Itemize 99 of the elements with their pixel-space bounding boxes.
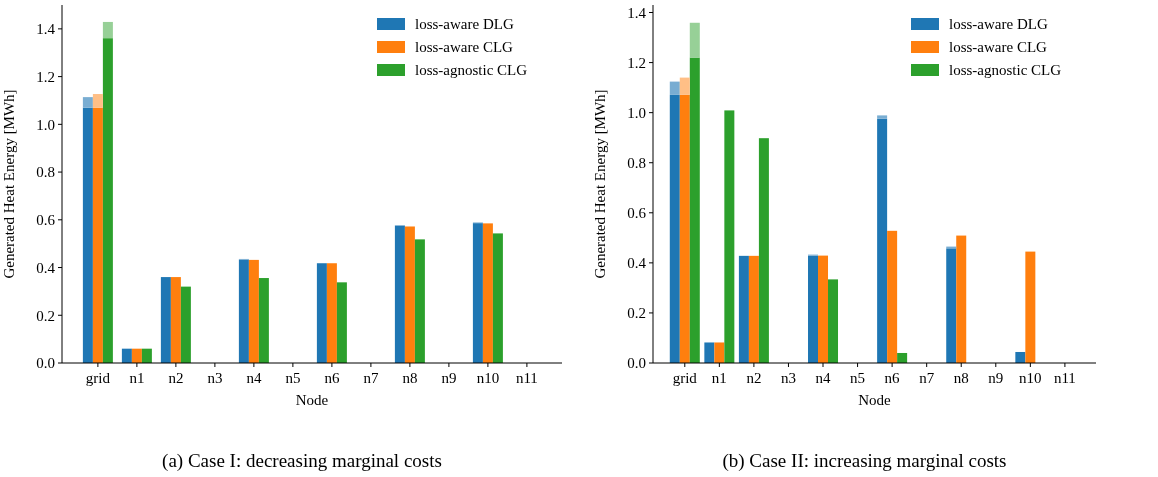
bar xyxy=(758,138,769,363)
legend-label: loss-aware CLG xyxy=(949,39,1048,56)
bar xyxy=(258,278,269,363)
bar xyxy=(748,255,759,363)
y-tick-label: 1.2 xyxy=(36,68,55,85)
bar xyxy=(704,342,715,363)
x-tick-label: n5 xyxy=(285,370,301,386)
y-tick-label: 0.4 xyxy=(36,259,56,276)
bar xyxy=(818,255,829,363)
bar xyxy=(394,225,405,363)
y-tick-label: 0.6 xyxy=(627,205,647,222)
bar xyxy=(877,115,888,119)
x-tick-label: n6 xyxy=(884,370,901,386)
x-tick-label: n11 xyxy=(1053,370,1076,386)
x-tick-label: n1 xyxy=(711,370,727,386)
x-tick-label: n2 xyxy=(746,370,762,386)
y-tick-label: 0.0 xyxy=(627,355,646,372)
y-tick-label: 1.2 xyxy=(627,54,646,71)
y-tick-label: 0.8 xyxy=(627,154,646,171)
x-tick-label: n7 xyxy=(363,370,379,386)
bar xyxy=(669,81,680,95)
y-tick-label: 1.0 xyxy=(627,104,646,121)
y-axis-title: Generated Heat Energy [MWh] xyxy=(1,89,17,279)
bar xyxy=(248,259,259,363)
bar xyxy=(316,263,327,363)
x-tick-label: n8 xyxy=(402,370,418,386)
y-tick-label: 0.0 xyxy=(36,355,55,372)
legend-label: loss-aware DLG xyxy=(949,16,1048,33)
bar xyxy=(946,248,957,363)
bar xyxy=(141,348,152,363)
bar xyxy=(131,348,142,363)
legend-label: loss-aware CLG xyxy=(415,39,514,56)
y-axis-title: Generated Heat Energy [MWh] xyxy=(592,89,608,279)
x-tick-label: n11 xyxy=(515,370,538,386)
bar xyxy=(1025,251,1036,363)
x-axis-title: Node xyxy=(295,392,329,408)
bar xyxy=(897,352,908,363)
x-tick-label: n10 xyxy=(1019,370,1042,386)
bar xyxy=(82,97,93,108)
bar xyxy=(414,239,425,363)
bar xyxy=(724,110,735,363)
y-tick-label: 1.4 xyxy=(627,4,647,21)
y-tick-label: 1.0 xyxy=(36,116,55,133)
bar xyxy=(492,233,503,363)
y-tick-label: 0.6 xyxy=(36,212,56,229)
bar xyxy=(102,38,113,363)
y-tick-label: 0.4 xyxy=(627,255,647,272)
bar xyxy=(472,223,483,363)
text: (b) Case II: increasing marginal costs xyxy=(722,450,1007,472)
bar xyxy=(808,255,819,363)
y-tick-label: 0.8 xyxy=(36,164,55,181)
x-tick-label: grid xyxy=(85,370,111,386)
bar xyxy=(738,255,749,363)
bar xyxy=(689,57,700,363)
bar xyxy=(679,77,690,95)
bar xyxy=(482,223,493,363)
bar xyxy=(689,22,700,58)
x-tick-label: n9 xyxy=(988,370,1004,386)
bar xyxy=(92,94,103,108)
x-tick-label: n9 xyxy=(441,370,457,386)
bar xyxy=(326,263,337,363)
bar xyxy=(669,94,680,363)
bar xyxy=(121,348,132,363)
x-tick-label: n6 xyxy=(324,370,340,386)
bar xyxy=(160,277,171,363)
bar xyxy=(180,286,191,363)
legend-label: loss-aware DLG xyxy=(415,16,514,33)
bar xyxy=(238,259,249,363)
x-tick-label: n3 xyxy=(207,370,223,386)
y-tick-label: 0.2 xyxy=(36,307,55,324)
bar xyxy=(828,279,839,363)
y-tick-label: 0.2 xyxy=(627,305,646,322)
bar xyxy=(336,282,347,363)
bar xyxy=(714,342,725,363)
x-tick-label: n5 xyxy=(850,370,866,386)
x-axis-title: Node xyxy=(858,392,892,408)
text: (a) Case I: decreasing marginal costs xyxy=(162,450,442,472)
bar xyxy=(679,94,690,363)
x-tick-label: n4 xyxy=(246,370,262,386)
x-tick-label: n2 xyxy=(168,370,184,386)
bar xyxy=(102,21,113,39)
bar xyxy=(404,226,415,363)
bar xyxy=(877,118,888,363)
bar xyxy=(956,235,967,363)
x-tick-label: n8 xyxy=(953,370,969,386)
x-tick-label: grid xyxy=(672,370,698,386)
x-tick-label: n1 xyxy=(129,370,145,386)
bar xyxy=(887,230,898,363)
bar xyxy=(170,277,181,363)
x-tick-label: n7 xyxy=(919,370,935,386)
x-tick-label: n3 xyxy=(780,370,796,386)
y-tick-label: 1.4 xyxy=(36,21,56,38)
x-tick-label: n10 xyxy=(476,370,500,386)
x-tick-label: n4 xyxy=(815,370,832,386)
bar xyxy=(82,107,93,363)
legend-label: loss-agnostic CLG xyxy=(415,62,528,79)
legend-label: loss-agnostic CLG xyxy=(949,62,1062,79)
bar xyxy=(92,107,103,363)
bar xyxy=(1015,351,1026,363)
